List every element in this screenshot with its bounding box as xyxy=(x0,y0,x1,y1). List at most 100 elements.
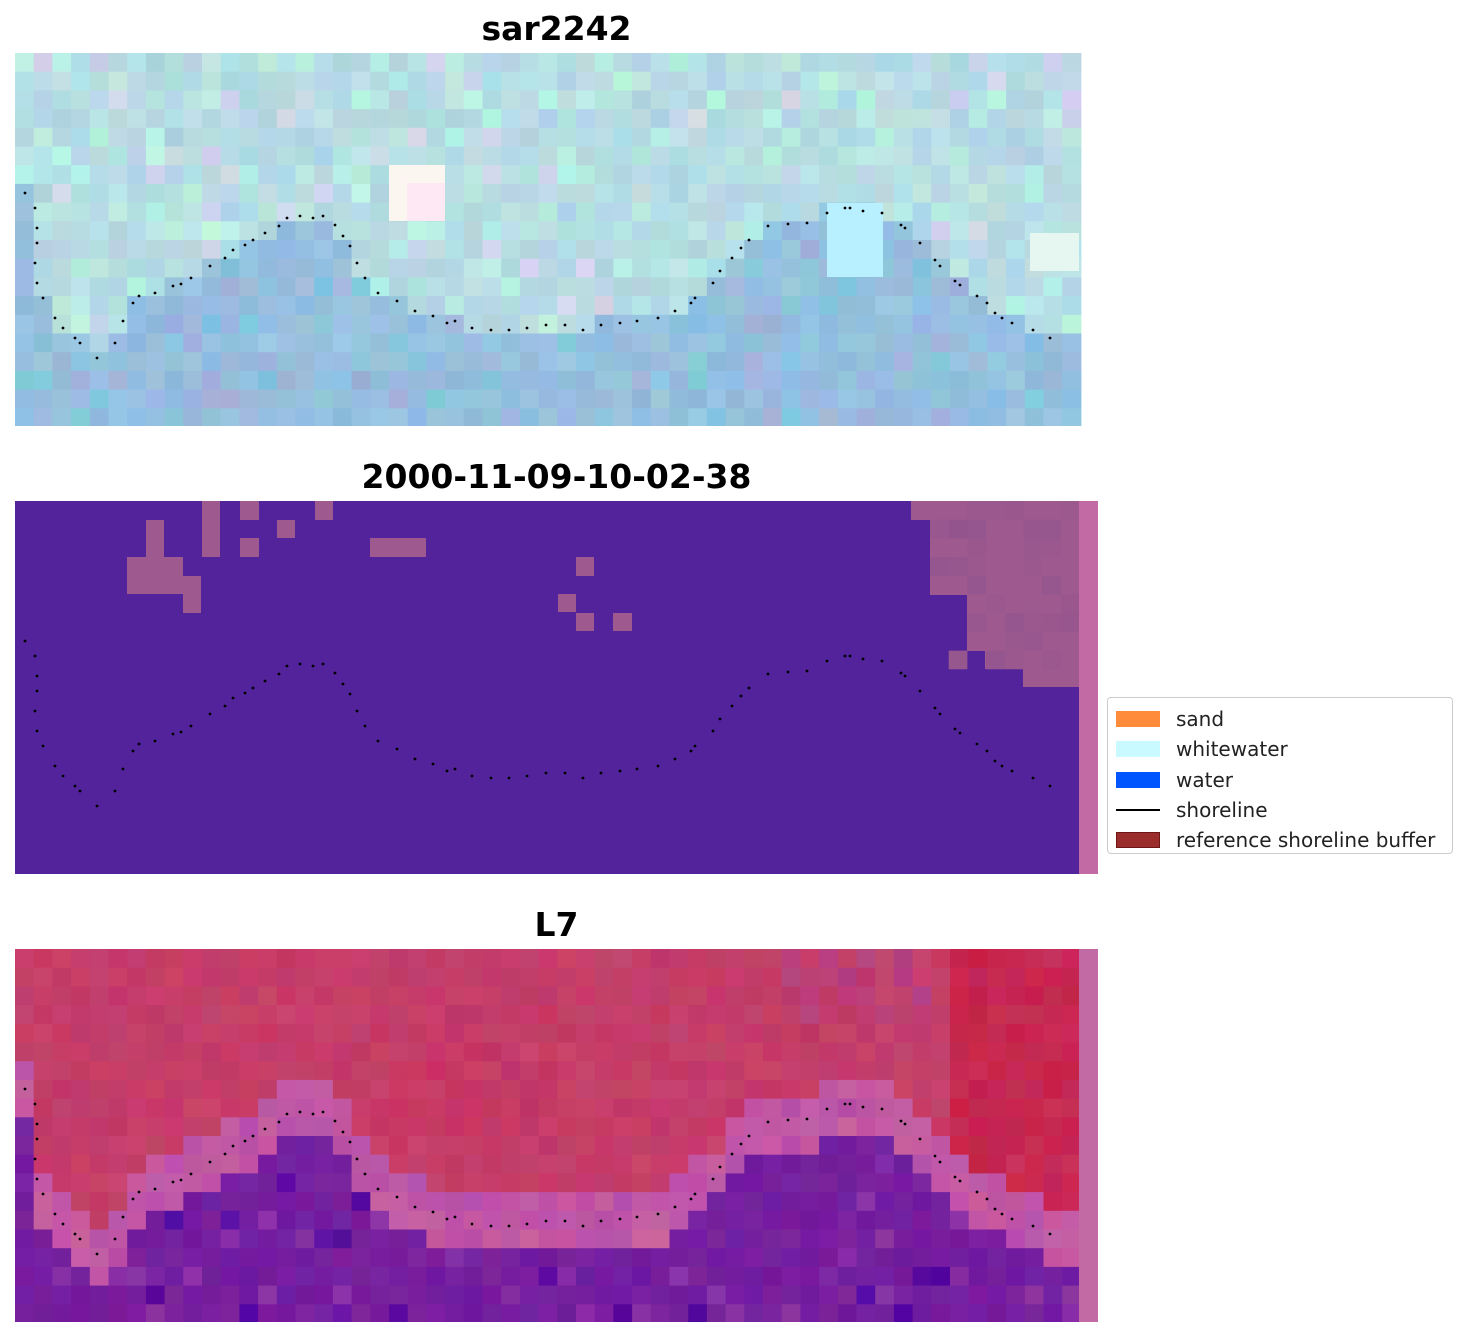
l7-pixel xyxy=(426,1061,446,1081)
l7-pixel xyxy=(164,949,184,969)
l7-pixel xyxy=(426,1079,446,1100)
l7-pixel xyxy=(164,1154,184,1174)
l7-pixel xyxy=(912,1042,932,1062)
l7-pixel xyxy=(145,1248,166,1268)
sar-pixel xyxy=(725,202,745,222)
l7-pixel xyxy=(837,1248,857,1268)
l7-pixel xyxy=(519,1154,540,1174)
l7-pixel xyxy=(950,1079,970,1100)
sar-pixel xyxy=(763,333,783,353)
sar-pixel xyxy=(127,146,147,166)
l7-pixel xyxy=(538,1229,558,1249)
sar-pixel xyxy=(145,165,166,185)
l7-pixel xyxy=(164,1229,184,1249)
sar-pixel xyxy=(875,408,895,426)
l7-pixel xyxy=(594,967,614,987)
sar-pixel xyxy=(52,90,72,110)
sar-pixel xyxy=(314,202,334,222)
l7-pixel xyxy=(1043,1042,1063,1062)
l7-pixel xyxy=(632,949,652,969)
sar-pixel xyxy=(594,146,614,166)
l7-pixel xyxy=(351,967,371,987)
sar-pixel xyxy=(557,333,577,353)
l7-pixel xyxy=(220,1042,240,1062)
sar-pixel xyxy=(781,53,801,73)
sar-pixel xyxy=(781,258,801,278)
shoreline-point xyxy=(635,767,639,771)
l7-pixel xyxy=(202,1042,222,1062)
sar-pixel xyxy=(763,408,783,426)
l7-pixel xyxy=(351,1248,371,1268)
sar-pixel xyxy=(987,90,1007,110)
shoreline-point xyxy=(507,328,511,332)
l7-pixel xyxy=(389,1154,409,1174)
l7-pixel xyxy=(108,1173,128,1193)
sar-pixel xyxy=(912,146,932,166)
sar-pixel xyxy=(950,53,970,73)
l7-pixel xyxy=(613,1210,633,1230)
sar-pixel xyxy=(557,183,577,204)
l7-pixel xyxy=(968,1210,988,1230)
l7-pixel xyxy=(314,1173,334,1193)
shoreline-point xyxy=(285,664,289,668)
l7-pixel xyxy=(781,1192,801,1212)
l7-pixel xyxy=(71,1248,91,1268)
sar-pixel xyxy=(950,352,970,372)
l7-pixel xyxy=(445,1098,465,1118)
l7-pixel xyxy=(688,1136,708,1156)
sar-pixel xyxy=(650,90,670,110)
sar-pixel xyxy=(987,389,1007,409)
shoreline-point xyxy=(431,1210,435,1214)
l7-pixel xyxy=(931,1229,951,1249)
l7-pixel xyxy=(276,1266,296,1287)
sar-pixel xyxy=(33,221,53,241)
shoreline-point xyxy=(341,234,345,238)
sar-pixel xyxy=(725,370,745,391)
sar-pixel xyxy=(332,90,353,110)
sar-pixel xyxy=(800,408,820,426)
l7-pixel xyxy=(295,1136,315,1156)
shoreline-point xyxy=(861,209,865,213)
l7-pixel xyxy=(632,1117,652,1137)
shoreline-point xyxy=(263,1127,267,1131)
l7-pixel xyxy=(1062,1192,1082,1212)
l7-pixel xyxy=(912,1154,932,1174)
sar-pixel xyxy=(931,314,951,334)
sar-pixel xyxy=(669,146,689,166)
sar-pixel xyxy=(501,53,521,73)
l7-pixel xyxy=(893,1210,914,1230)
sar-pixel xyxy=(127,202,147,222)
sar-pixel xyxy=(875,296,895,316)
l7-pixel xyxy=(89,1079,109,1100)
sar-pixel xyxy=(781,352,801,372)
sar-pixel xyxy=(613,202,633,222)
land-class-pixel xyxy=(986,650,1005,670)
l7-pixel xyxy=(33,1042,53,1062)
l7-pixel xyxy=(220,1136,240,1156)
classification-image-panel xyxy=(15,501,1098,874)
sar-pixel xyxy=(800,296,820,316)
sar-pixel xyxy=(482,314,502,334)
l7-pixel xyxy=(89,1266,109,1287)
shoreline-point xyxy=(933,258,937,262)
l7-pixel xyxy=(1062,1266,1082,1287)
l7-pixel xyxy=(519,1098,540,1118)
l7-pixel xyxy=(931,1136,951,1156)
l7-pixel xyxy=(445,1061,465,1081)
shoreline-point xyxy=(933,706,937,710)
l7-pixel xyxy=(800,1210,820,1230)
shoreline-point xyxy=(581,776,585,780)
sar-pixel xyxy=(1006,109,1026,129)
shoreline-point xyxy=(231,248,235,252)
shoreline-point xyxy=(786,222,790,226)
l7-pixel xyxy=(725,1136,745,1156)
shoreline-point xyxy=(395,1195,399,1199)
l7-pixel xyxy=(800,1285,820,1305)
water-class-area xyxy=(15,501,1079,874)
l7-pixel xyxy=(744,1248,764,1268)
sar-pixel xyxy=(781,202,801,222)
sar-pixel xyxy=(276,408,296,426)
l7-pixel xyxy=(52,949,72,969)
l7-pixel xyxy=(33,1061,53,1081)
l7-pixel xyxy=(856,949,876,969)
